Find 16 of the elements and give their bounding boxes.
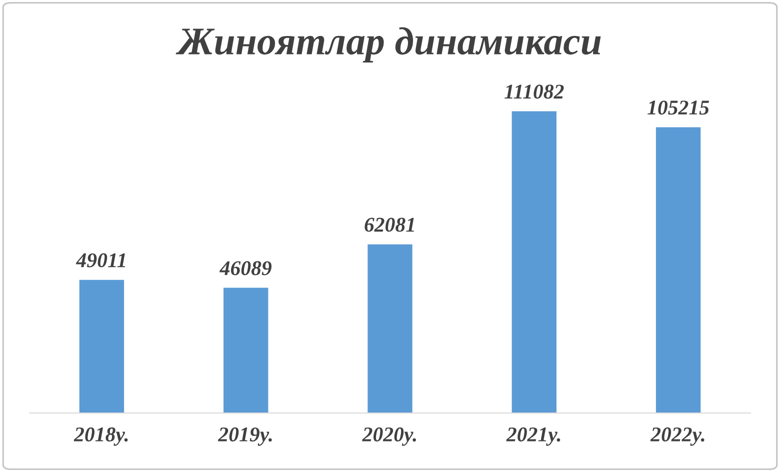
bar [512,111,556,413]
data-label: 62081 [364,218,414,232]
data-label: 111082 [504,84,564,99]
data-label: 105215 [648,100,709,115]
data-label: 49011 [76,253,126,268]
x-tick-label: 2022y. [650,427,704,446]
chart-title: Жиноятлар динамикаси [176,27,601,62]
x-tick-label: 2021y. [506,427,560,446]
x-tick-label: 2019y. [218,427,272,446]
x-tick-label: 2018y. [74,427,128,446]
x-tick-label: 2020y. [362,427,416,446]
bar [656,127,701,413]
bar [224,288,268,413]
bar [79,280,124,413]
data-label: 46089 [219,261,272,276]
bar [368,244,412,413]
